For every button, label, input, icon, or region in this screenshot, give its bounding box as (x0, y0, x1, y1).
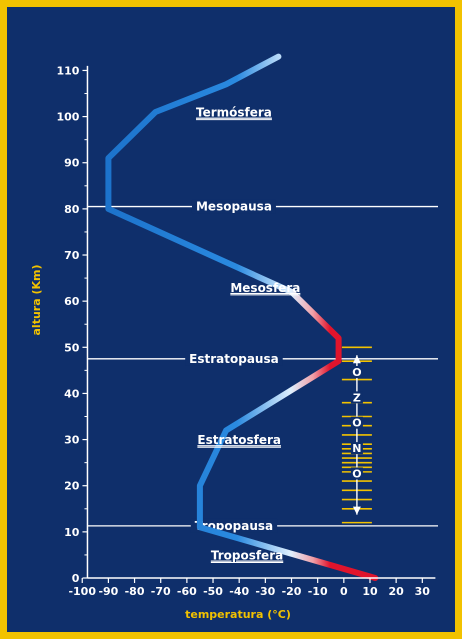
ozone-letter-bg (350, 391, 363, 404)
y-tick-label: 110 (56, 64, 79, 77)
x-tick-label: -80 (125, 585, 145, 598)
x-axis: -100 -90 -80 -70 -60 -50 -40 -30 -20 -10 0 10 20 30 (68, 577, 436, 598)
ozone-arrow-down (352, 506, 361, 515)
y-tick-label: 30 (64, 434, 80, 447)
x-axis-title: temperatura (°C) (185, 608, 291, 621)
layer-labels: Termósfera Mesosfera Estratosfera Troposfer… (196, 106, 301, 564)
reference-line-label: Mesopausa (196, 200, 272, 214)
ozone-letter: Z (353, 391, 361, 404)
ozone-letter: O (352, 417, 361, 430)
layer-label: Mesosfera (230, 281, 300, 295)
y-tick-label: 0 (72, 572, 80, 585)
layer-label: Estratosfera (197, 433, 281, 447)
y-tick-label: 20 (64, 480, 80, 493)
y-tick-label: 100 (56, 111, 79, 124)
y-tick-label: 60 (64, 295, 80, 308)
ozone-letter-bg (350, 416, 363, 429)
reference-line-label-bg (185, 351, 283, 366)
x-tick-label: -90 (98, 585, 118, 598)
x-tick-label: -20 (282, 585, 302, 598)
x-tick-label: -50 (203, 585, 223, 598)
ozone-letter: N (352, 442, 361, 455)
ozone-letter: O (352, 467, 361, 480)
y-tick-label: 90 (64, 157, 80, 170)
y-tick-label: 50 (64, 341, 80, 354)
x-tick-label: -70 (151, 585, 171, 598)
layer-label: Troposfera (211, 549, 283, 563)
layer-label: Termósfera (196, 106, 272, 120)
x-tick-label: -60 (177, 585, 197, 598)
ozone-letter: O (352, 366, 361, 379)
y-tick-label: 40 (64, 387, 80, 400)
reference-line-label-bg (191, 199, 276, 214)
y-tick-label: 70 (64, 249, 80, 262)
x-tick-label: 30 (415, 585, 431, 598)
ozone-letter-bg (350, 467, 363, 480)
x-tick-label: 20 (388, 585, 404, 598)
x-tick-label: 0 (340, 585, 348, 598)
ozone-letter-bg (350, 365, 363, 378)
y-tick-label: 10 (64, 526, 80, 539)
x-tick-label: 10 (362, 585, 378, 598)
y-axis-title: altura (Km) (30, 264, 43, 335)
x-tick-label: -100 (68, 585, 96, 598)
reference-line-label: Estratopausa (189, 352, 279, 366)
y-tick-label: 80 (64, 203, 80, 216)
x-tick-label: -40 (229, 585, 249, 598)
temperature-profile-line (105, 53, 379, 581)
x-tick-label: -30 (255, 585, 275, 598)
ozone-letter-bg (350, 442, 363, 455)
x-tick-label: -10 (308, 585, 328, 598)
y-axis: 0 10 20 30 40 50 60 70 80 90 100 110 (56, 64, 89, 585)
